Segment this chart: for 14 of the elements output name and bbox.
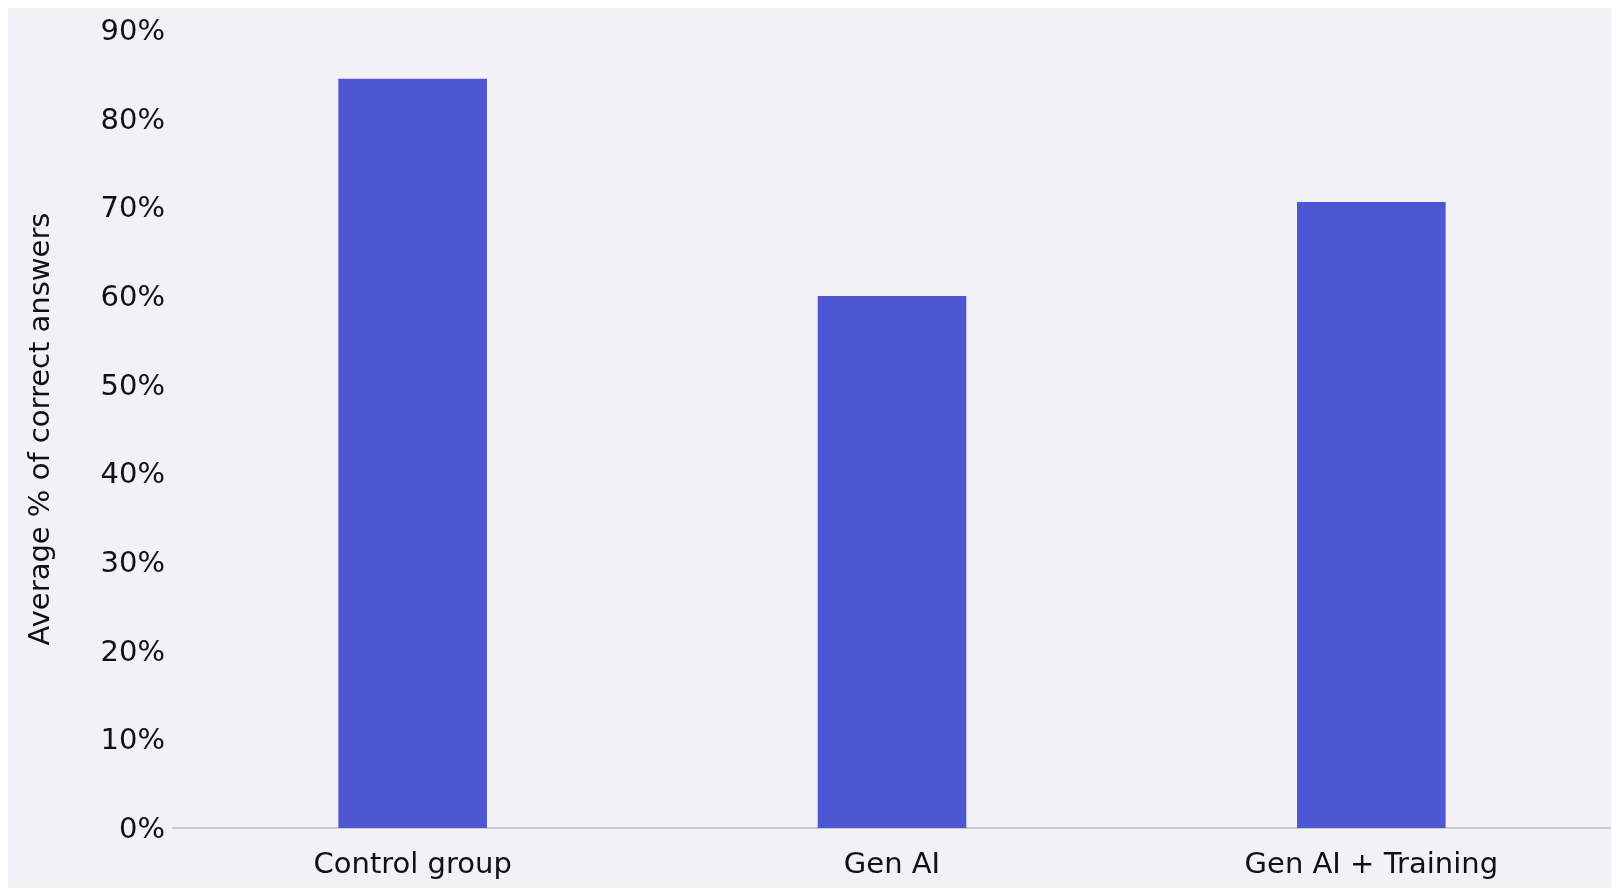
y-tick-label: 10%	[100, 722, 165, 757]
x-tick-label: Control group	[313, 845, 512, 880]
y-axis-title: Average % of correct answers	[21, 212, 56, 646]
x-tick-label: Gen AI	[843, 845, 941, 880]
y-tick-label: 90%	[100, 13, 165, 47]
y-tick-label: 0%	[118, 811, 165, 845]
y-tick-label: 80%	[100, 101, 165, 136]
y-tick-label: 70%	[100, 190, 165, 225]
y-tick-label: 30%	[100, 545, 165, 579]
y-tick-label: 60%	[100, 279, 165, 313]
y-tick-label: 20%	[100, 633, 165, 668]
y-tick-label: 40%	[100, 456, 165, 491]
y-tick-label: 50%	[100, 367, 165, 402]
x-tick-label: Gen AI + Training	[1244, 845, 1499, 880]
